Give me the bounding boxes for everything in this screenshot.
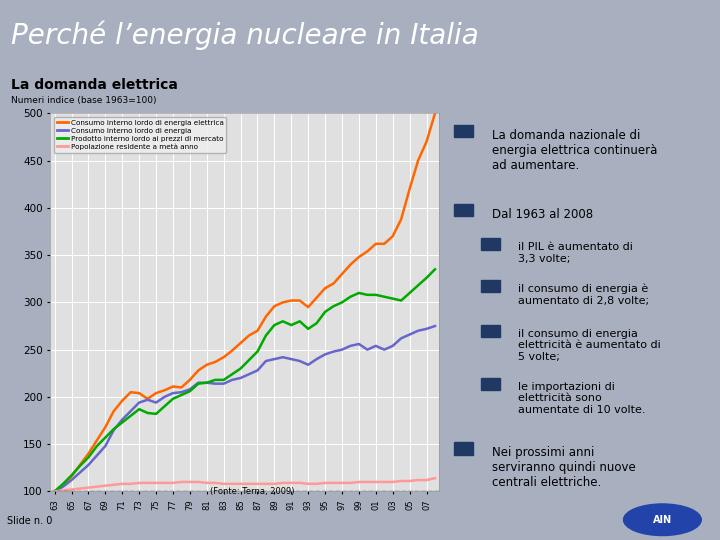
- Text: Nei prossimi anni
serviranno quindi nuove
centrali elettriche.: Nei prossimi anni serviranno quindi nuov…: [492, 446, 636, 489]
- FancyBboxPatch shape: [481, 325, 500, 338]
- FancyBboxPatch shape: [454, 442, 473, 455]
- Text: le importazioni di
elettricità sono
aumentate di 10 volte.: le importazioni di elettricità sono aume…: [518, 382, 646, 415]
- Text: La domanda nazionale di
energia elettrica continuerà
ad aumentare.: La domanda nazionale di energia elettric…: [492, 129, 657, 172]
- FancyBboxPatch shape: [481, 280, 500, 292]
- Text: Slide n. 0: Slide n. 0: [7, 516, 53, 526]
- FancyBboxPatch shape: [454, 125, 473, 137]
- FancyBboxPatch shape: [481, 378, 500, 390]
- Text: Dal 1963 al 2008: Dal 1963 al 2008: [492, 208, 593, 221]
- Text: La domanda elettrica: La domanda elettrica: [11, 78, 178, 92]
- Legend: Consumo interno lordo di energia elettrica, Consumo interno lordo di energia, Pr: Consumo interno lordo di energia elettri…: [54, 117, 226, 153]
- Text: AIN: AIN: [653, 515, 672, 525]
- Circle shape: [624, 504, 701, 536]
- Text: Numeri indice (base 1963=100): Numeri indice (base 1963=100): [11, 96, 156, 105]
- Text: il PIL è aumentato di
3,3 volte;: il PIL è aumentato di 3,3 volte;: [518, 242, 633, 264]
- Text: il consumo di energia è
aumentato di 2,8 volte;: il consumo di energia è aumentato di 2,8…: [518, 284, 649, 306]
- Text: Perché l’energia nucleare in Italia: Perché l’energia nucleare in Italia: [11, 21, 479, 50]
- Text: il consumo di energia
elettricità è aumentato di
5 volte;: il consumo di energia elettricità è aume…: [518, 329, 661, 362]
- FancyBboxPatch shape: [481, 238, 500, 251]
- FancyBboxPatch shape: [454, 204, 473, 217]
- Text: (Fonte: Terna, 2009): (Fonte: Terna, 2009): [210, 487, 294, 496]
